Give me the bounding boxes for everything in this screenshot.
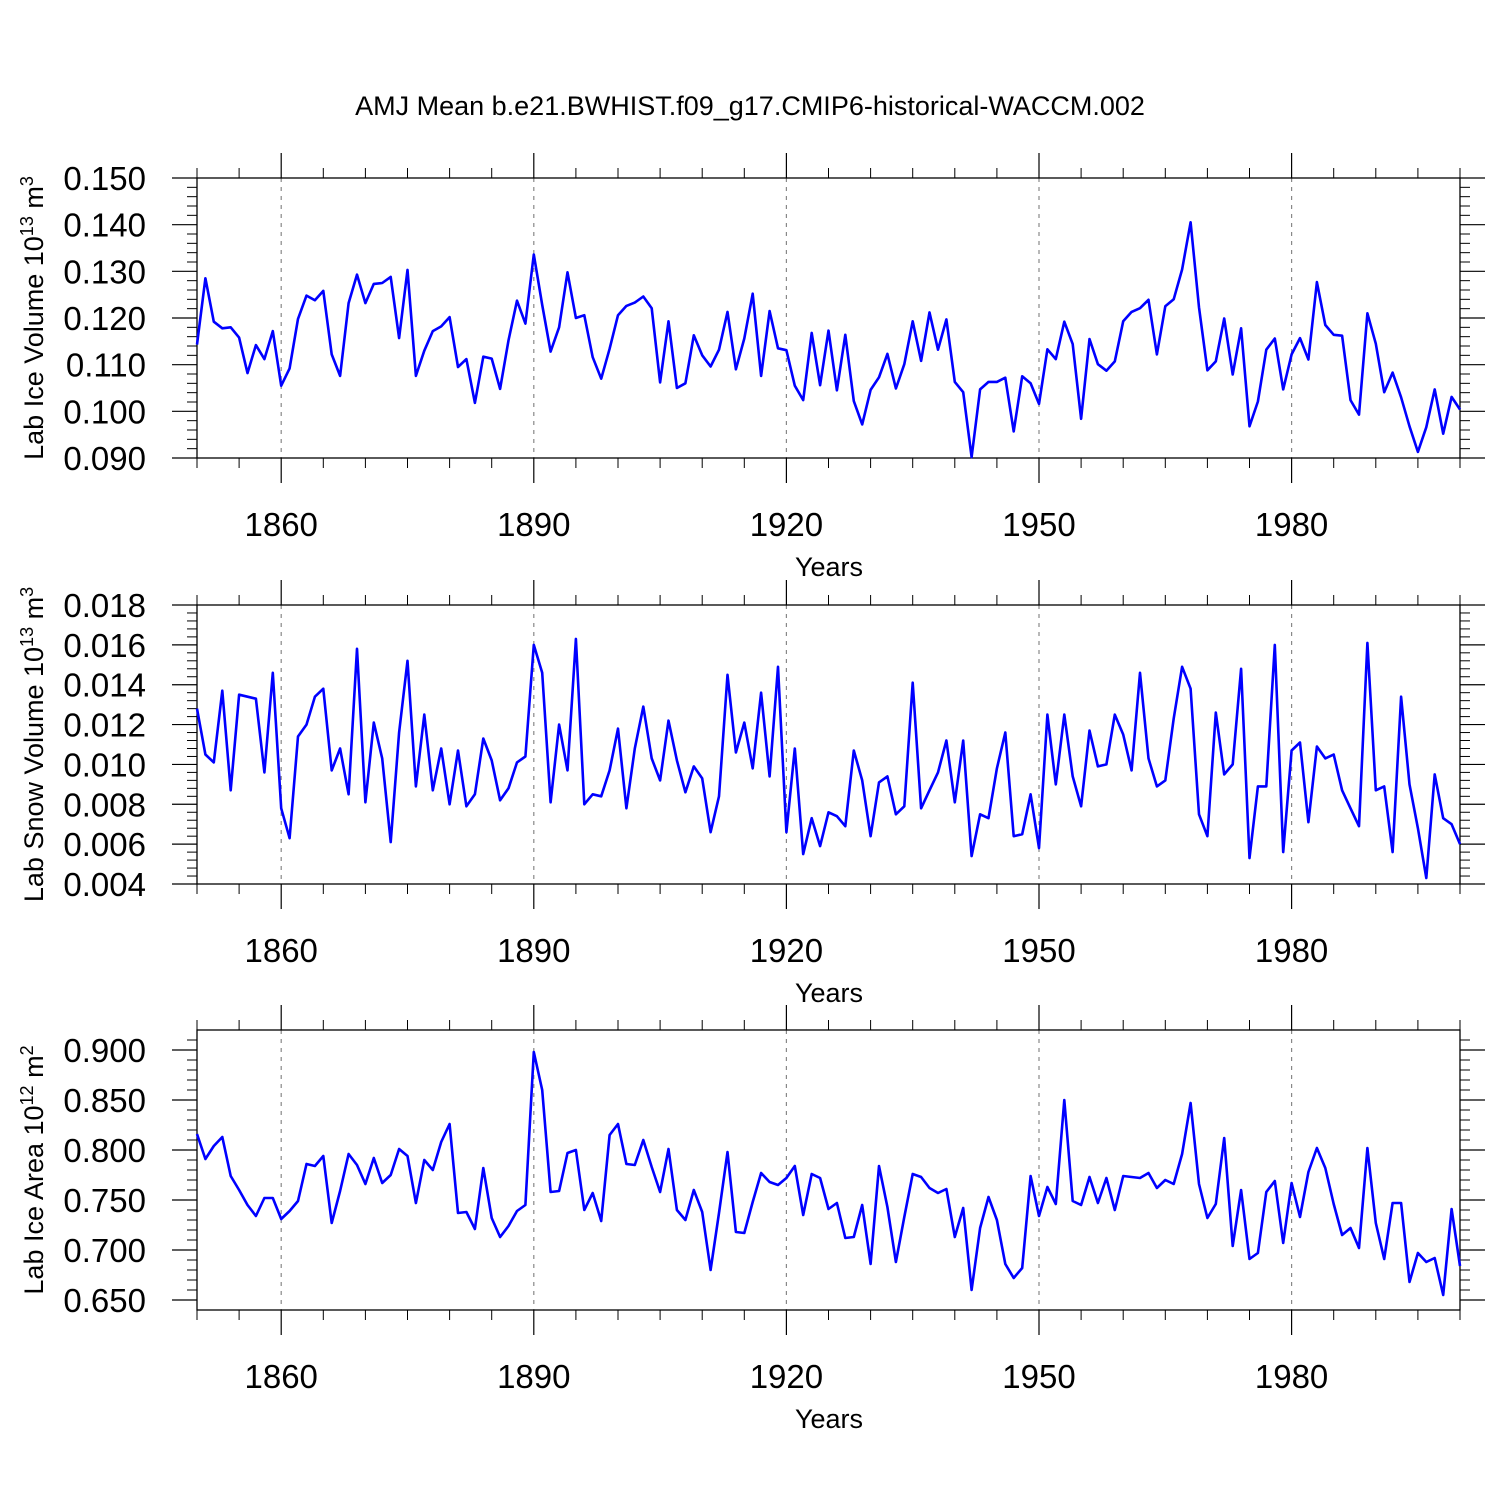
- x-tick-label: 1890: [497, 506, 570, 543]
- y-axis-unit: m: [19, 1055, 49, 1085]
- y-tick-label: 0.090: [63, 440, 146, 477]
- y-tick-label: 0.700: [63, 1232, 146, 1269]
- y-tick-label: 0.150: [63, 160, 146, 197]
- series-line: [195, 221, 1462, 459]
- x-axis-title: Years: [795, 978, 863, 1008]
- y-tick-label: 0.010: [63, 746, 146, 783]
- y-axis-unit-power: 3: [17, 176, 37, 186]
- y-tick-label: 0.006: [63, 826, 146, 863]
- y-axis-title: Lab Ice Area 1012 m2: [17, 1045, 49, 1294]
- y-axis-unit-power: 2: [17, 1045, 37, 1055]
- y-tick-label: 0.120: [63, 300, 146, 337]
- y-axis-unit-exponent: 13: [17, 627, 37, 647]
- y-tick-label: 0.850: [63, 1082, 146, 1119]
- y-axis-unit: m: [19, 186, 49, 216]
- x-tick-label: 1890: [497, 1358, 570, 1395]
- series-line: [195, 637, 1462, 880]
- y-axis-title-text: Lab Ice Volume 10: [19, 236, 49, 460]
- y-axis-title-text: Lab Ice Area 10: [19, 1105, 49, 1294]
- plot-frame: [196, 177, 1461, 459]
- y-tick-label: 0.900: [63, 1032, 146, 1069]
- y-tick-label: 0.750: [63, 1182, 146, 1219]
- y-tick-label: 0.018: [63, 587, 146, 624]
- x-tick-label: 1950: [1002, 506, 1075, 543]
- y-tick-label: 0.008: [63, 786, 146, 823]
- y-axis-title-text: Lab Snow Volume 10: [19, 647, 49, 902]
- y-tick-label: 0.800: [63, 1132, 146, 1169]
- chart-panel-1: 0.090 0.100 0.110 0.120 0.130 0.140 0.150 1860 1…: [17, 153, 1485, 582]
- y-axis-unit-power: 3: [17, 587, 37, 597]
- y-tick-label: 0.004: [63, 866, 146, 903]
- x-tick-label: 1920: [750, 506, 823, 543]
- x-tick-label: 1890: [497, 932, 570, 969]
- chart-panel-2: 0.0040.0060.0080.0100.0120.0140.0160.018…: [17, 580, 1485, 1008]
- y-tick-label: 0.130: [63, 253, 146, 290]
- x-axis-title: Years: [795, 1404, 863, 1434]
- x-tick-label: 1950: [1002, 1358, 1075, 1395]
- y-axis-unit-exponent: 12: [17, 1085, 37, 1105]
- series-line: [195, 1050, 1462, 1297]
- chart-panel-3: 0.650 0.700 0.750 0.800 0.850 0.900 1860 1890 19…: [17, 1005, 1485, 1434]
- y-tick-label: 0.100: [63, 393, 146, 430]
- y-axis-unit: m: [19, 597, 49, 627]
- y-tick-label: 0.650: [63, 1282, 146, 1319]
- x-tick-label: 1950: [1002, 932, 1075, 969]
- y-axis-title: Lab Snow Volume 1013 m3: [17, 587, 49, 902]
- y-tick-label: 0.016: [63, 627, 146, 664]
- x-tick-label: 1860: [244, 506, 317, 543]
- y-axis-title: Lab Ice Volume 1013 m3: [17, 176, 49, 460]
- x-tick-label: 1860: [244, 1358, 317, 1395]
- plot-frame: [196, 604, 1461, 885]
- x-tick-label: 1980: [1255, 932, 1328, 969]
- y-tick-label: 0.014: [63, 667, 146, 704]
- y-axis-unit-exponent: 13: [17, 216, 37, 236]
- x-axis-title: Years: [795, 552, 863, 582]
- plot-frame: [196, 1029, 1461, 1311]
- x-tick-label: 1920: [750, 932, 823, 969]
- y-tick-label: 0.012: [63, 707, 146, 744]
- y-tick-label: 0.110: [66, 347, 146, 384]
- figure-title: AMJ Mean b.e21.BWHIST.f09_g17.CMIP6-hist…: [355, 91, 1145, 121]
- x-tick-label: 1860: [244, 932, 317, 969]
- y-tick-label: 0.140: [63, 207, 146, 244]
- x-tick-label: 1920: [750, 1358, 823, 1395]
- x-tick-label: 1980: [1255, 506, 1328, 543]
- x-tick-label: 1980: [1255, 1358, 1328, 1395]
